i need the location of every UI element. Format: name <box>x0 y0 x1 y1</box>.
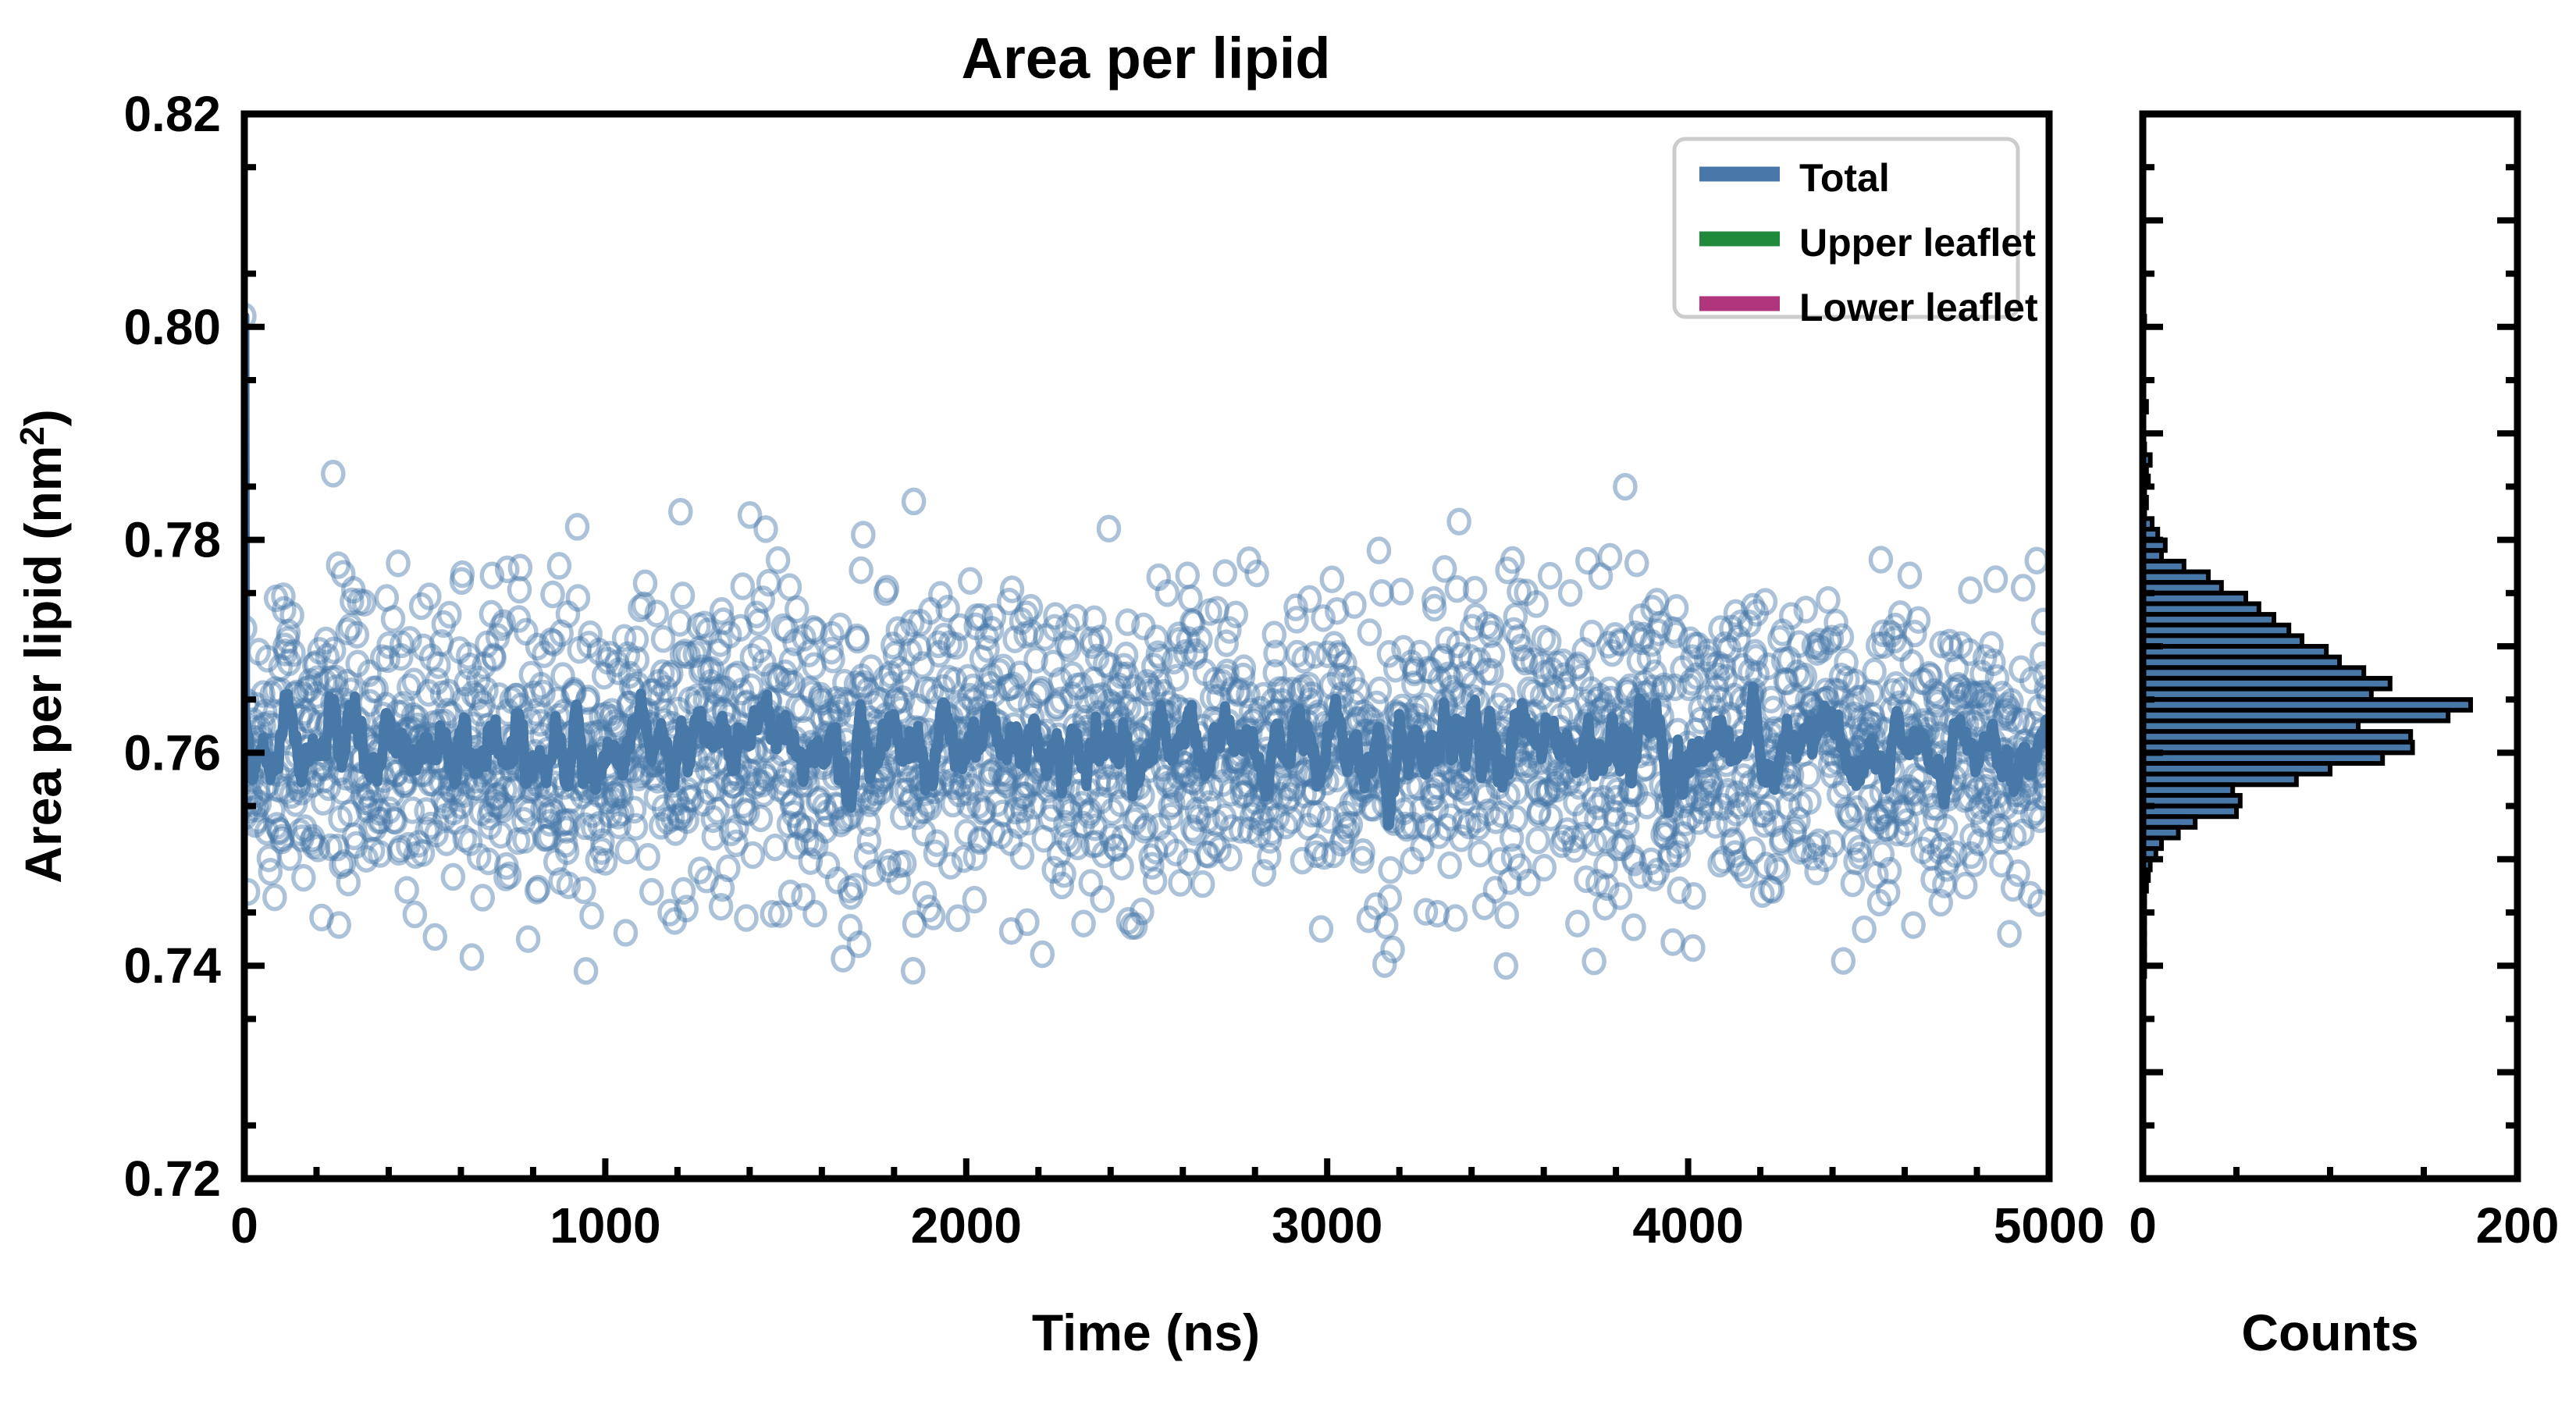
legend-item-total[interactable]: Total <box>1699 156 1890 200</box>
legend-item-upper-leaflet[interactable]: Upper leaflet <box>1699 221 2036 265</box>
svg-text:4000: 4000 <box>1632 1197 1743 1254</box>
legend-box <box>1672 137 2020 319</box>
svg-text:0.78: 0.78 <box>123 512 221 568</box>
svg-text:0: 0 <box>230 1197 258 1254</box>
svg-text:1000: 1000 <box>550 1197 660 1254</box>
svg-text:200: 200 <box>2476 1197 2560 1254</box>
svg-text:2000: 2000 <box>911 1197 1022 1254</box>
timeseries-y-axis-label: Area per lipid (nm2) <box>13 409 72 884</box>
svg-text:0.74: 0.74 <box>123 937 221 994</box>
svg-text:0: 0 <box>2129 1197 2157 1254</box>
svg-text:Area per lipid (nm2): Area per lipid (nm2) <box>13 409 72 884</box>
histogram-panel: 0 200 <box>2129 110 2559 1254</box>
histogram-tick-labels: 0 200 <box>2129 1197 2559 1254</box>
legend-label-lower-leaflet: Lower leaflet <box>1799 286 2038 329</box>
svg-text:0.80: 0.80 <box>123 299 221 355</box>
running-average-line-total <box>244 311 2049 831</box>
timeseries-ticks <box>241 111 2052 1182</box>
histogram-x-axis-label: Counts <box>2241 1304 2418 1361</box>
svg-text:0.76: 0.76 <box>123 724 221 781</box>
chart-title: Area per lipid <box>962 26 1331 91</box>
legend-item-lower-leaflet[interactable]: Lower leaflet <box>1699 286 2038 329</box>
timeseries-frame <box>240 110 2053 1183</box>
legend[interactable]: Total Upper leaflet Lower leaflet <box>1672 137 2038 329</box>
svg-text:0.82: 0.82 <box>123 86 221 142</box>
histogram-ticks <box>2140 111 2521 1182</box>
timeseries-tick-labels: 0 1000 2000 3000 4000 5000 0.72 0.74 0.76 0.78 0.8… <box>123 86 2105 1254</box>
legend-label-total: Total <box>1799 156 1890 200</box>
svg-text:5000: 5000 <box>1994 1197 2105 1254</box>
legend-label-upper-leaflet: Upper leaflet <box>1799 221 2036 265</box>
timeseries-x-axis-label: Time (ns) <box>1032 1304 1260 1361</box>
svg-text:0.72: 0.72 <box>123 1151 221 1207</box>
svg-text:3000: 3000 <box>1272 1197 1382 1254</box>
